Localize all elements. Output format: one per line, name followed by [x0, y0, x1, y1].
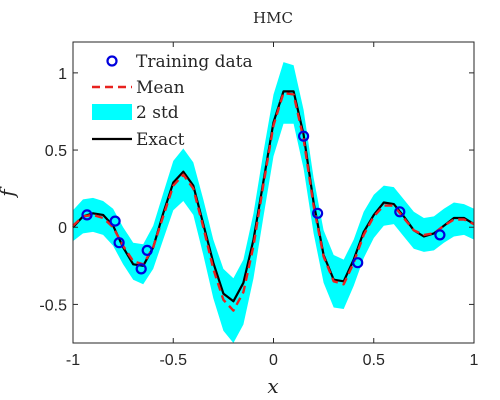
mean-layer	[72, 91, 475, 312]
x-tick-label: 1	[470, 352, 479, 369]
x-tick-label: -1	[66, 352, 80, 369]
y-tick-label: 0.5	[45, 143, 67, 160]
plot-area	[73, 42, 474, 343]
legend-training-label: Training data	[136, 52, 253, 72]
legend-exact-label: Exact	[136, 130, 185, 150]
training-point	[113, 237, 125, 249]
training-point	[352, 257, 364, 269]
legend: Training data Mean 2 std Exact	[92, 52, 253, 150]
training-point	[135, 263, 147, 275]
std-band	[73, 62, 474, 343]
training-point	[434, 229, 446, 241]
training-point	[109, 215, 121, 227]
legend-std-label: 2 std	[136, 103, 179, 123]
training-points-layer	[81, 130, 446, 275]
mean-line	[72, 91, 475, 312]
training-point	[298, 130, 310, 142]
legend-training-marker	[106, 55, 118, 67]
chart-title: HMC	[253, 9, 293, 27]
y-tick-label: 1	[58, 66, 67, 83]
y-tick-label: 0	[58, 220, 67, 237]
legend-std-swatch	[92, 104, 132, 120]
x-tick-label: 0.5	[363, 352, 385, 369]
x-tick-label: 0	[269, 352, 278, 369]
training-point	[141, 244, 153, 256]
std-band-layer	[73, 62, 474, 343]
training-point	[312, 207, 324, 219]
y-tick-label: -0.5	[39, 297, 67, 314]
x-tick-label: -0.5	[159, 352, 187, 369]
x-axis-label: x	[267, 374, 278, 398]
training-point	[81, 209, 93, 221]
y-axis-label: f	[0, 186, 19, 199]
legend-mean-label: Mean	[136, 78, 185, 98]
tick-layer: -1 -0.5 0 0.5 1 -0.5 0 0.5 1	[39, 42, 479, 369]
training-point	[394, 206, 406, 218]
